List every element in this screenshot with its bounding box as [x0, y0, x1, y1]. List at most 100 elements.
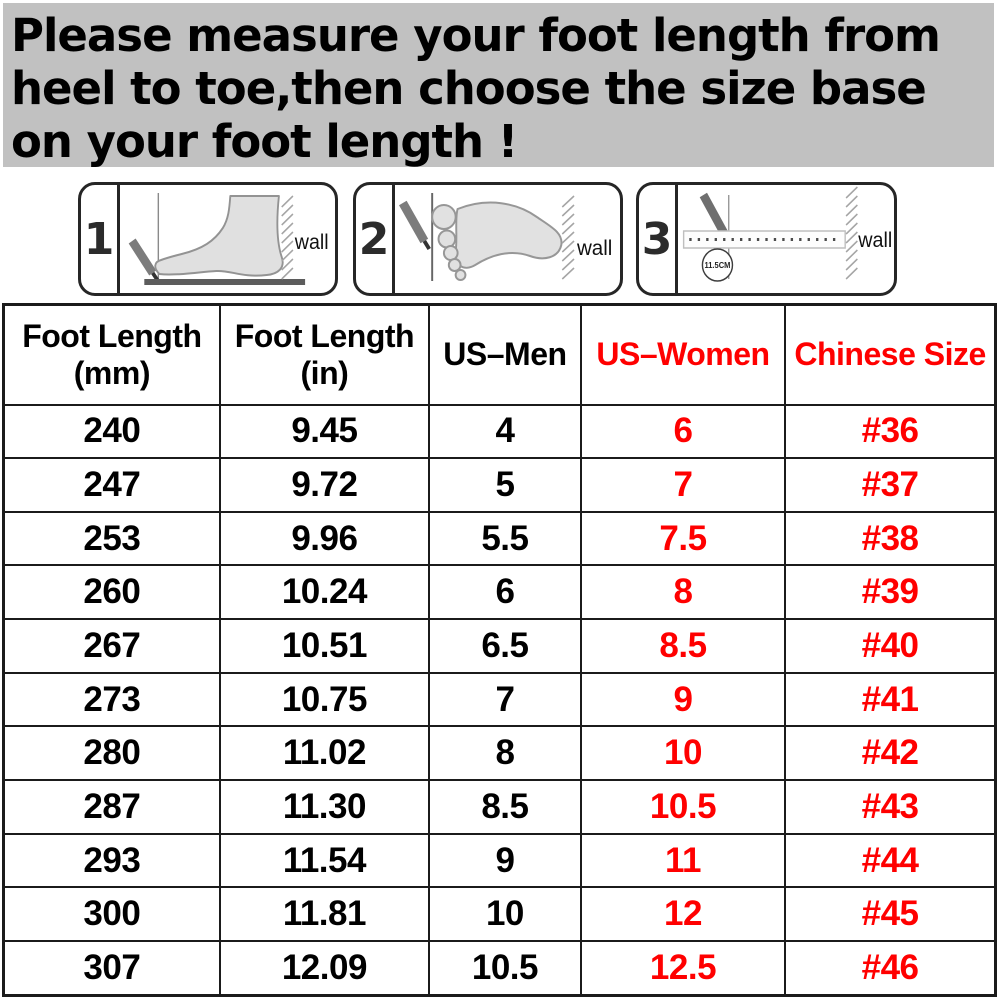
table-row: 273 10.75 7 9 #41 [2, 671, 997, 728]
foot-side-view-drawing: wall [128, 193, 329, 285]
foot-side-icon [154, 195, 284, 277]
table-cell: 10 [579, 725, 787, 782]
table-cell: 260 [2, 564, 221, 621]
table-cell: 8.5 [579, 618, 787, 674]
table-cell: 273 [2, 671, 221, 728]
ruler-icon [682, 230, 846, 249]
table-cell: 7 [579, 457, 787, 513]
table-cell: #44 [784, 832, 997, 889]
table-cell: #46 [784, 940, 997, 997]
foot-top-view-illustration: wall [395, 185, 620, 293]
table-cell: 240 [2, 403, 221, 460]
step-1-number: 1 [81, 185, 120, 293]
ground-line [144, 279, 306, 285]
table-cell: 12 [579, 886, 787, 943]
table-cell: 247 [2, 457, 221, 513]
table-cell: 5.5 [428, 510, 582, 567]
col-header-chinese-size: Chinese Size [784, 303, 997, 406]
table-cell: 8.5 [428, 779, 582, 835]
table-cell: 9 [579, 671, 787, 728]
table-cell: 11.02 [218, 725, 431, 782]
table-cell: #45 [784, 886, 997, 943]
table-cell: 12.5 [579, 940, 787, 997]
table-cell: 10.51 [218, 618, 431, 674]
table-cell: 6 [428, 564, 582, 621]
table-cell: #40 [784, 618, 997, 674]
table-cell: #36 [784, 403, 997, 460]
table-cell: 8 [579, 564, 787, 621]
ruler-drawing: 11.5CM wall [682, 186, 892, 282]
table-cell: 267 [2, 618, 221, 674]
measure-step-2: 2 wall [353, 182, 623, 296]
pencil-icon [399, 200, 431, 251]
measure-step-1: 1 wall [78, 182, 338, 296]
table-cell: 287 [2, 779, 221, 835]
col-header-foot-length-mm: Foot Length (mm) [2, 303, 221, 406]
table-cell: 5 [428, 457, 582, 513]
table-cell: #37 [784, 457, 997, 513]
table-cell: 253 [2, 510, 221, 567]
measurement-circle: 11.5CM [701, 248, 734, 282]
ruler-measure-illustration: 11.5CM wall [678, 185, 894, 293]
table-cell: 10.5 [579, 779, 787, 835]
wall-hatch [845, 186, 858, 280]
table-row: 287 11.30 8.5 10.5 #43 [2, 779, 997, 835]
table-cell: 9.96 [218, 510, 431, 567]
table-cell: 293 [2, 832, 221, 889]
table-cell: 9 [428, 832, 582, 889]
table-row: 247 9.72 5 7 #37 [2, 457, 997, 513]
table-cell: 280 [2, 725, 221, 782]
table-cell: 11.30 [218, 779, 431, 835]
size-chart-table: Foot Length (mm) Foot Length (in) US–Men… [2, 303, 997, 997]
wall-hatch [281, 195, 294, 280]
table-row: 253 9.96 5.5 7.5 #38 [2, 510, 997, 567]
table-row: 260 10.24 6 8 #39 [2, 564, 997, 621]
table-row: 267 10.51 6.5 8.5 #40 [2, 618, 997, 674]
pencil-icon [128, 238, 159, 282]
measurement-value-label: 11.5CM [705, 261, 731, 270]
banner-line-1: Please measure your foot length from [11, 9, 941, 62]
table-cell: 6.5 [428, 618, 582, 674]
step-2-number: 2 [356, 185, 395, 293]
table-cell: 10.24 [218, 564, 431, 621]
table-header-row: Foot Length (mm) Foot Length (in) US–Men… [2, 303, 997, 406]
table-cell: 7.5 [579, 510, 787, 567]
table-cell: 300 [2, 886, 221, 943]
banner-line-2: heel to toe,then choose the size base [11, 62, 927, 115]
table-row: 240 9.45 4 6 #36 [2, 403, 997, 460]
table-cell: 6 [579, 403, 787, 460]
table-cell: 9.72 [218, 457, 431, 513]
table-cell: #41 [784, 671, 997, 728]
table-cell: 11.54 [218, 832, 431, 889]
table-cell: #43 [784, 779, 997, 835]
table-cell: 4 [428, 403, 582, 460]
wall-label: wall [294, 231, 329, 254]
col-header-foot-length-in: Foot Length (in) [218, 303, 431, 406]
table-row: 280 11.02 8 10 #42 [2, 725, 997, 782]
table-cell: #38 [784, 510, 997, 567]
table-cell: 11 [579, 832, 787, 889]
table-cell: #39 [784, 564, 997, 621]
wall-hatch [561, 195, 575, 280]
wall-label: wall [857, 229, 892, 252]
foot-side-view-illustration: wall [120, 185, 335, 293]
col-header-us-men: US–Men [428, 303, 582, 406]
table-row: 300 11.81 10 12 #45 [2, 886, 997, 943]
col-header-us-women: US–Women [579, 303, 787, 406]
table-row: 307 12.09 10.5 12.5 #46 [2, 940, 997, 997]
instruction-banner: Please measure your foot length from hee… [3, 3, 994, 168]
table-cell: 8 [428, 725, 582, 782]
wall-label: wall [576, 237, 612, 260]
table-cell: 11.81 [218, 886, 431, 943]
size-table-body: 240 9.45 4 6 #36 247 9.72 5 7 #37 253 9.96 5.5 7.5 #38… [2, 403, 997, 997]
table-cell: 9.45 [218, 403, 431, 460]
step-3-number: 3 [639, 185, 678, 293]
table-cell: 12.09 [218, 940, 431, 997]
table-cell: 10 [428, 886, 582, 943]
table-cell: #42 [784, 725, 997, 782]
foot-top-view-drawing: wall [399, 193, 612, 281]
measure-step-3: 3 11.5CM wall [636, 182, 897, 296]
table-cell: 307 [2, 940, 221, 997]
banner-line-3: on your foot length ! [11, 115, 518, 168]
